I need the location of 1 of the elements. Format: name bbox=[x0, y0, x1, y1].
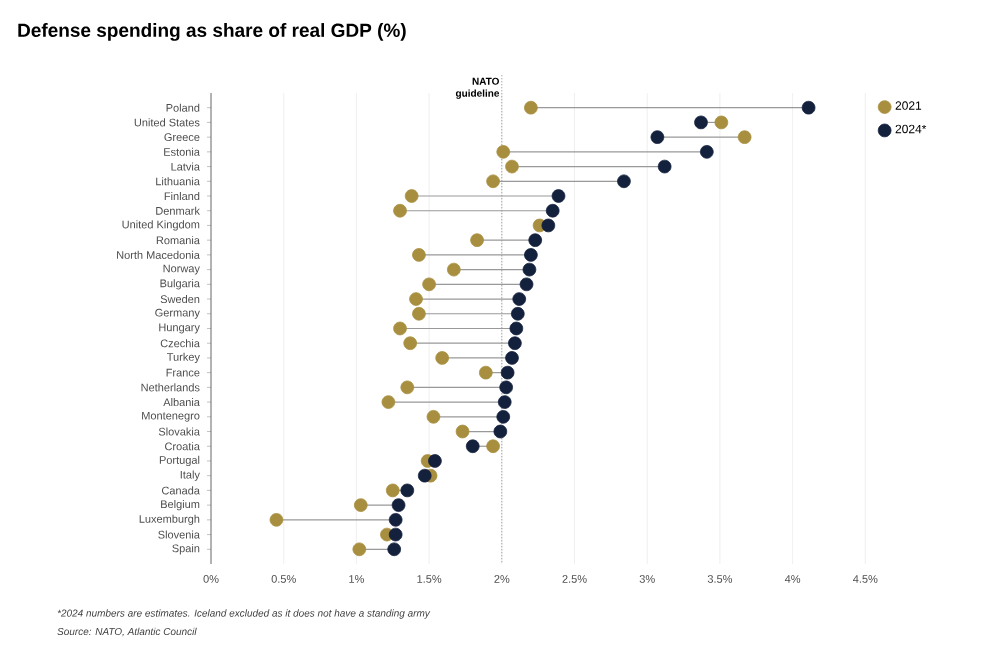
chart-title: Defense spending as share of real GDP (%) bbox=[18, 23, 406, 41]
